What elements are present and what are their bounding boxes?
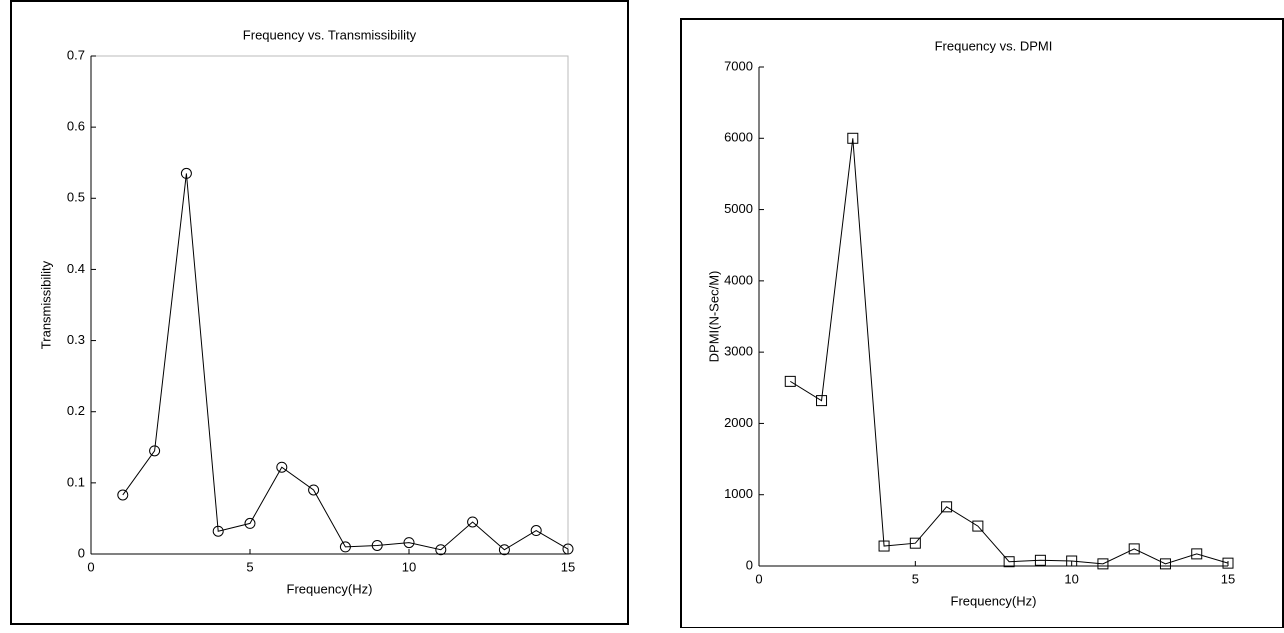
- x-tick-label: 0: [755, 571, 762, 586]
- data-line: [790, 138, 1229, 565]
- y-tick-label: 0: [78, 545, 85, 560]
- marker: [1191, 548, 1203, 560]
- y-tick-label: 6000: [724, 130, 753, 145]
- marker: [530, 525, 542, 537]
- data-line: [122, 173, 569, 551]
- x-tick-label: 15: [1221, 571, 1235, 586]
- chart-title: Frequency vs. DPMI: [935, 38, 1053, 53]
- marker: [972, 520, 984, 532]
- marker: [149, 445, 161, 457]
- y-tick-label: 0.6: [67, 119, 85, 134]
- marker: [941, 501, 953, 513]
- y-tick-label: 3000: [724, 344, 753, 359]
- x-axis-label: Frequency(Hz): [287, 581, 373, 596]
- x-tick-label: 5: [246, 559, 253, 574]
- y-tick-label: 0.1: [67, 474, 85, 489]
- marker: [909, 537, 921, 549]
- marker: [308, 484, 320, 496]
- marker: [498, 544, 510, 556]
- marker: [562, 543, 574, 555]
- y-tick-label: 0: [746, 557, 753, 572]
- y-tick-label: 5000: [724, 201, 753, 216]
- marker: [1097, 558, 1109, 570]
- x-tick-label: 5: [912, 571, 919, 586]
- marker: [784, 375, 796, 387]
- marker: [1222, 557, 1234, 569]
- marker: [467, 516, 479, 528]
- x-tick-label: 15: [561, 559, 575, 574]
- marker: [180, 167, 192, 179]
- marker: [816, 395, 828, 407]
- y-axis-label: DPMI(N-Sec/M): [706, 271, 721, 363]
- marker: [1034, 554, 1046, 566]
- y-tick-label: 7000: [724, 58, 753, 73]
- x-tick-label: 0: [87, 559, 94, 574]
- x-tick-label: 10: [402, 559, 416, 574]
- y-tick-label: 0.4: [67, 261, 85, 276]
- y-tick-label: 0.7: [67, 47, 85, 62]
- plot-box: [90, 55, 569, 555]
- chart-title: Frequency vs. Transmissibility: [243, 27, 417, 42]
- marker: [244, 517, 256, 529]
- panel-border: [680, 18, 1284, 629]
- y-tick-label: 0.5: [67, 190, 85, 205]
- marker: [403, 537, 415, 549]
- y-tick-label: 0.3: [67, 332, 85, 347]
- marker: [276, 461, 288, 473]
- y-tick-label: 1000: [724, 486, 753, 501]
- y-axis-label: Transmissibility: [38, 260, 53, 349]
- marker: [847, 132, 859, 144]
- x-axis-label: Frequency(Hz): [951, 593, 1037, 608]
- marker: [339, 541, 351, 553]
- y-tick-label: 4000: [724, 272, 753, 287]
- marker: [435, 544, 447, 556]
- y-tick-label: 2000: [724, 415, 753, 430]
- marker: [1159, 558, 1171, 570]
- marker: [212, 525, 224, 537]
- marker: [878, 540, 890, 552]
- y-tick-label: 0.2: [67, 403, 85, 418]
- marker: [371, 539, 383, 551]
- marker: [1128, 543, 1140, 555]
- panel-border: [10, 0, 629, 625]
- marker: [1066, 555, 1078, 567]
- x-tick-label: 10: [1064, 571, 1078, 586]
- marker: [1003, 556, 1015, 568]
- marker: [117, 489, 129, 501]
